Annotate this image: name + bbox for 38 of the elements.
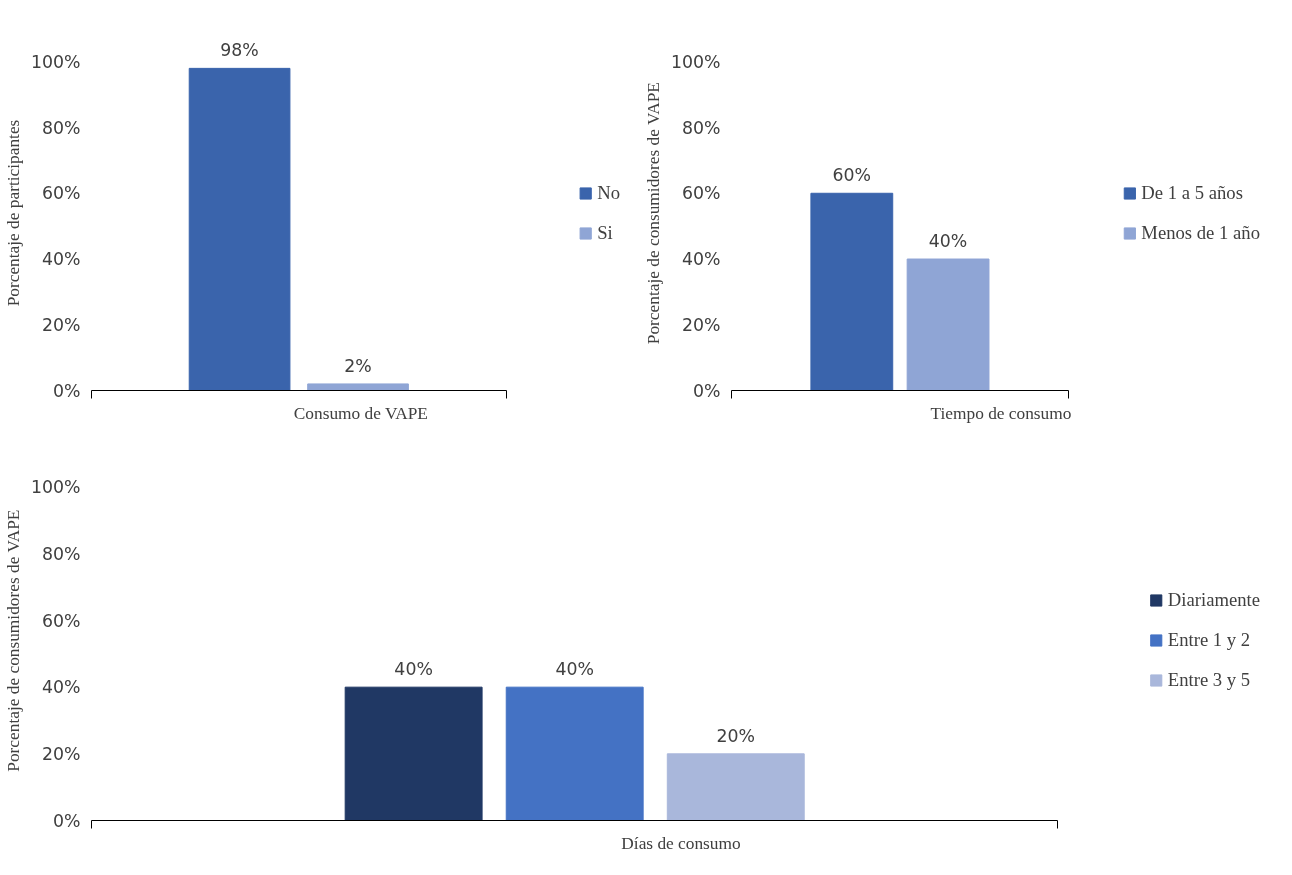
legend-label: No bbox=[597, 181, 620, 204]
y-tick-label: 100% bbox=[30, 477, 81, 498]
y-tick-label: 40% bbox=[41, 677, 81, 698]
legend-label: Diariamente bbox=[1167, 589, 1260, 611]
y-tick-label: 100% bbox=[30, 51, 81, 72]
data-label: 40% bbox=[394, 659, 433, 680]
data-label: 98% bbox=[220, 40, 259, 61]
data-label: 40% bbox=[928, 231, 968, 252]
data-label: 20% bbox=[716, 725, 756, 746]
y-axis-title: Porcentaje de consumidores de VAPE bbox=[643, 82, 663, 345]
x-axis-title: Tiempo de consumo bbox=[930, 403, 1072, 423]
data-label: 60% bbox=[832, 165, 872, 186]
legend-label: Entre 1 y 2 bbox=[1167, 629, 1251, 651]
y-tick-label: 20% bbox=[681, 314, 721, 335]
x-axis-title: Días de consumo bbox=[621, 833, 741, 853]
data-label: 2% bbox=[344, 355, 372, 376]
data-label: 40% bbox=[555, 659, 594, 680]
y-tick-label: 20% bbox=[41, 743, 81, 764]
legend-label: Entre 3 y 5 bbox=[1167, 669, 1251, 691]
y-tick-label: 60% bbox=[41, 610, 81, 631]
y-tick-label: 60% bbox=[681, 183, 721, 204]
y-tick-label: 0% bbox=[53, 810, 81, 831]
y-tick-label: 40% bbox=[681, 249, 721, 270]
legend-label: Menos de 1 año bbox=[1141, 221, 1260, 244]
y-tick-label: 60% bbox=[41, 183, 81, 204]
y-tick-label: 40% bbox=[41, 249, 81, 270]
y-tick-label: 0% bbox=[693, 380, 721, 401]
y-tick-label: 80% bbox=[41, 543, 81, 564]
y-tick-label: 80% bbox=[681, 117, 721, 138]
y-tick-label: 80% bbox=[41, 117, 81, 138]
y-tick-label: 100% bbox=[670, 51, 721, 72]
legend-label: Si bbox=[597, 221, 614, 244]
legend-label: De 1 a 5 años bbox=[1141, 181, 1243, 204]
y-axis-title: Porcentaje de participantes bbox=[3, 119, 23, 307]
x-axis-title: Consumo de VAPE bbox=[293, 403, 428, 423]
y-axis-title: Porcentaje de consumidores de VAPE bbox=[3, 509, 23, 772]
y-tick-label: 20% bbox=[41, 314, 81, 335]
y-tick-label: 0% bbox=[53, 380, 81, 401]
